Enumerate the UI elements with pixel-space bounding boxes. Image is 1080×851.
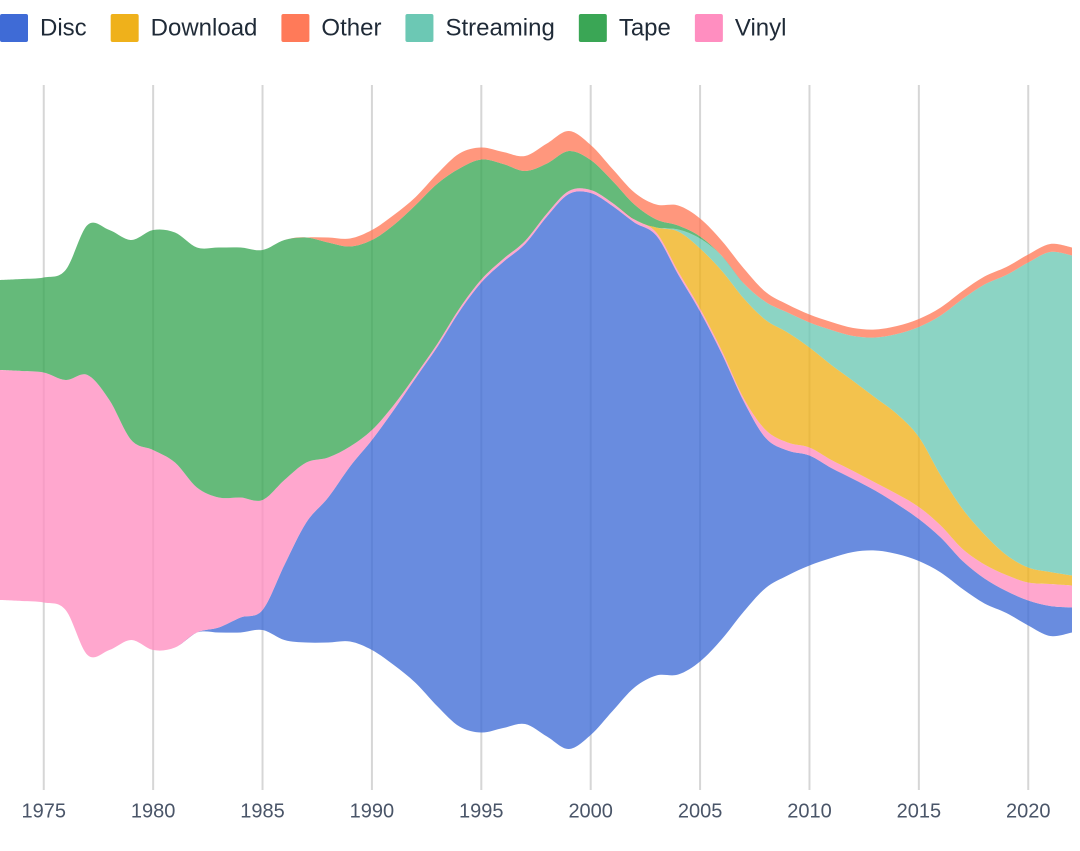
x-tick-label: 1980 [131, 800, 176, 822]
x-tick-label: 1995 [459, 800, 504, 822]
legend-label: Vinyl [735, 14, 787, 41]
legend-label: Streaming [445, 14, 554, 41]
legend: Disc Download Other Streaming Tape Vinyl [0, 14, 786, 42]
stream-area [0, 191, 1072, 750]
legend-label: Disc [40, 14, 87, 41]
x-tick-label: 2015 [897, 800, 942, 822]
x-tick-label: 2010 [787, 800, 832, 822]
legend-swatch [405, 14, 434, 42]
x-tick-label: 1985 [240, 800, 285, 822]
x-tick-label: 1990 [350, 800, 395, 822]
legend-label: Tape [619, 14, 671, 41]
legend-swatch [0, 14, 28, 42]
legend-swatch [694, 14, 723, 42]
stream-area [0, 150, 1072, 501]
legend-label: Download [151, 14, 258, 41]
legend-label: Other [321, 14, 381, 41]
legend-swatch [110, 14, 139, 42]
legend-swatch [578, 14, 607, 42]
stream-area [0, 188, 1072, 576]
x-tick-label: 2000 [568, 800, 613, 822]
streams [0, 130, 1072, 750]
x-tick-label: 2005 [678, 800, 723, 822]
stream-area [0, 188, 1072, 586]
x-tick-label: 1975 [22, 800, 67, 822]
legend-swatch [281, 14, 310, 42]
x-tick-label: 2020 [1006, 800, 1051, 822]
stream-area [0, 188, 1072, 658]
x-axis: 1975 1980 1985 1990 1995 2000 2005 2010 2015 2020 [22, 800, 1051, 822]
